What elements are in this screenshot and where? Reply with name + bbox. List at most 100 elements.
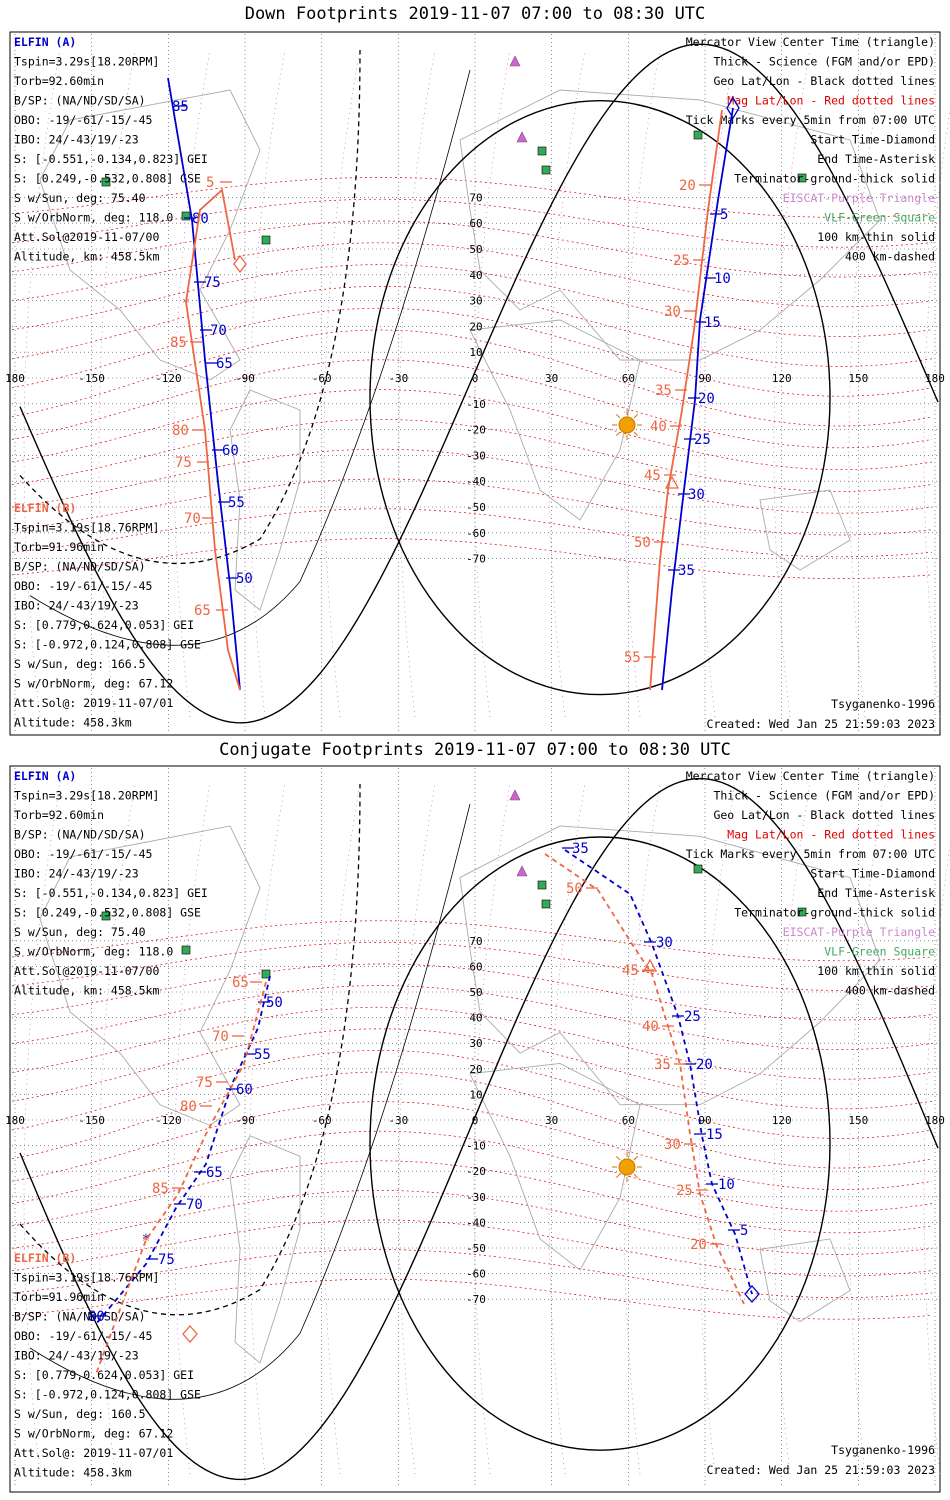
vlf-marker (541, 165, 551, 175)
mag-parallel (11, 220, 933, 278)
mag-parallel (11, 419, 933, 492)
legend-entry: Mercator View Center Time (triangle) (686, 35, 935, 49)
lat-tick-label: 70 (469, 935, 482, 948)
elfin-b-track-west (95, 981, 267, 1375)
panel-title-conjugate: Conjugate Footprints 2019-11-07 07:00 to… (219, 740, 731, 760)
sun-icon (618, 1158, 636, 1176)
info-line: B/SP: (NA/ND/SD/SA) (14, 828, 146, 842)
sun-ray (633, 431, 638, 436)
start-diamond-a (726, 96, 740, 120)
created-label: Created: Wed Jan 25 21:59:03 2023 (707, 717, 936, 731)
lat-tick-label: 30 (469, 1037, 482, 1050)
elfin-a-track-west-label: 65 (216, 356, 233, 372)
elfin-a-track-west-label: 65 (206, 1165, 223, 1181)
info-line: Torb=91.96min (14, 1290, 104, 1304)
vlf-marker (797, 173, 807, 183)
mag-meridian (623, 783, 661, 1475)
lon-tick-label: -120 (155, 1114, 182, 1127)
lat-tick-label: -60 (466, 1268, 486, 1281)
continent-outline (759, 489, 851, 571)
mag-parallel (11, 920, 933, 962)
sun-ray (616, 431, 621, 436)
legend-entry: VLF-Green Square (824, 945, 935, 959)
mag-parallel (11, 448, 933, 514)
panel-title-down: Down Footprints 2019-11-07 07:00 to 08:3… (244, 4, 706, 24)
info-line: S: [-0.972,0.124,0.808] GSE (14, 638, 201, 652)
info-line: B/SP: (NA/ND/SD/SA) (14, 560, 146, 574)
elfin-b-track-west (185, 188, 241, 691)
elfin-a-track-east-label: 10 (718, 1177, 735, 1193)
lat-tick-label: -50 (466, 501, 486, 514)
info-line: S w/Sun, deg: 75.40 (14, 925, 146, 939)
eiscat-marker (509, 55, 521, 67)
elfin-a-track-east-label: 35 (572, 841, 589, 857)
mag-parallel (11, 1050, 933, 1139)
mag-meridian (473, 783, 511, 1475)
elfin-a-track-west-label: 55 (254, 1047, 271, 1063)
vlf-marker (541, 899, 551, 909)
map-conjugate[interactable]: 180 -150 -120 -90 -60 -30 0 30 60 90 120 150 180 70 60… (0, 764, 950, 1494)
info-line: IBO: 24/-43/19/-23 (14, 599, 139, 613)
mag-parallel (11, 307, 933, 397)
lon-tick-label: 30 (545, 372, 558, 385)
info-line: Tspin=3.29s[18.20RPM] (14, 789, 159, 803)
lon-tick-label: 0 (472, 372, 479, 385)
info-line: Att.Sol@: 2019-11-07/01 (14, 696, 173, 710)
vlf-marker (693, 864, 703, 874)
elfin-b-track-west-label: 80 (172, 423, 189, 439)
info-line: S: [-0.972,0.124,0.808] GSE (14, 1388, 201, 1402)
vlf-marker (181, 945, 191, 955)
mag-parallel (11, 242, 933, 308)
lon-tick-label: 150 (848, 372, 868, 385)
terminator-100km (29, 69, 471, 646)
elfin-b-track-east-label: 25 (676, 1183, 693, 1199)
terminator-loop (369, 100, 831, 696)
lon-tick-label: 180 (5, 372, 25, 385)
elfin-a-track-east-label: 5 (720, 207, 728, 223)
sun-ray (633, 414, 638, 419)
elfin-a-track-west-label: 55 (228, 495, 245, 511)
elfin-a-track-east-label: 30 (656, 935, 673, 951)
lat-tick-label: -30 (466, 1191, 486, 1204)
elfin-a-track-west (167, 77, 241, 691)
mag-parallel (11, 478, 933, 536)
terminator-400km (19, 783, 361, 1316)
lon-tick-label: -150 (78, 1114, 105, 1127)
elfin-b-track-west-label: 65 (232, 975, 249, 991)
elfin-b-track-east-label: 20 (679, 178, 696, 194)
mag-meridian (323, 783, 361, 1475)
legend-entry: EISCAT-Purple Triangle (783, 191, 935, 205)
mag-meridian (23, 783, 61, 1475)
lat-tick-label: -40 (466, 1216, 486, 1229)
lat-tick-label: -50 (466, 1242, 486, 1255)
map-down[interactable]: 180 -150 -120 -90 -60 -30 0 30 60 90 120 150 180 70 60… (0, 30, 950, 737)
vlf-marker (101, 177, 111, 187)
elfin-b-track-east-label: 50 (566, 881, 583, 897)
elfin-a-track-west-label: 60 (236, 1082, 253, 1098)
lon-tick-label: -120 (155, 372, 182, 385)
legend-entry: Tick Marks every 5min from 07:00 UTC (686, 847, 935, 861)
terminator-100km (29, 803, 471, 1400)
mag-parallel (11, 1071, 933, 1169)
info-line: S: [0.249,-0.532,0.808] GSE (14, 172, 201, 186)
mag-parallel (11, 264, 933, 337)
elfin-b-track-west-label: 80 (180, 1099, 197, 1115)
legend-entry: Start Time-Diamond (810, 133, 935, 147)
mag-parallel (11, 963, 933, 1021)
elfin-a-track-east-label: 25 (694, 432, 711, 448)
elfin-b-track-east-label: 30 (664, 304, 681, 320)
elfin-a-track-west-label: 70 (210, 323, 227, 339)
terminator-loop (369, 836, 831, 1451)
lon-tick-label: 120 (772, 1114, 792, 1127)
info-line: Att.Sol@: 2019-11-07/01 (14, 1446, 173, 1460)
info-line: Att.Sol@2019-11-07/00 (14, 230, 159, 244)
info-line: Tspin=3.19s[18.76RPM] (14, 521, 159, 535)
info-line: S w/OrbNorm, deg: 118.0 (14, 211, 173, 225)
mag-parallel (11, 985, 933, 1050)
elfin-b-track-east-label: 35 (655, 383, 672, 399)
legend-entry: Mag Lat/Lon - Red dotted lines (727, 94, 935, 108)
lon-tick-label: -30 (388, 1114, 408, 1127)
sun-ray (633, 1173, 638, 1178)
info-line: Att.Sol@2019-11-07/00 (14, 964, 159, 978)
elfin-a-track-west-label: 75 (158, 1252, 175, 1268)
